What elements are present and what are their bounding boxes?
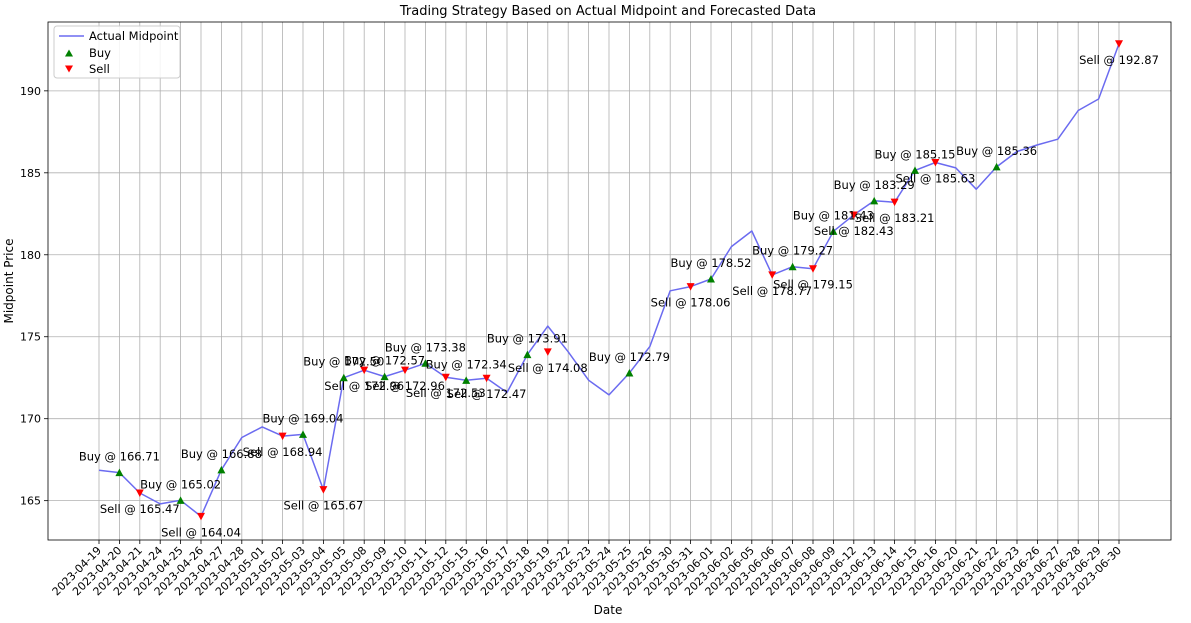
buy-label: Buy @ 178.52 [670,256,751,270]
sell-marker [319,486,328,494]
buy-marker [992,162,1001,171]
buy-marker [788,262,797,271]
plot-frame [47,21,1172,541]
sell-label: Sell @ 165.67 [283,499,363,513]
buy-label: Buy @ 172.34 [426,357,507,371]
buy-label: Buy @ 173.38 [385,340,466,354]
buy-label: Buy @ 185.15 [874,147,955,161]
buy-label: Buy @ 172.50 [303,355,384,369]
sell-marker [360,366,369,375]
buy-marker [115,468,124,477]
sell-marker [543,348,552,356]
buy-marker [462,376,471,384]
sell-marker [686,283,695,291]
buy-label: Buy @ 185.36 [956,144,1037,158]
buy-marker [176,496,185,504]
sell-marker [482,374,491,383]
legend-box [53,25,181,79]
sell-label: Sell @ 164.04 [161,525,241,539]
buy-label: Buy @ 181.43 [793,208,874,222]
buy-marker [523,350,532,359]
buy-marker [625,368,634,377]
legend: Actual Midpoint Buy Sell [53,25,181,79]
legend-label-sell: Sell [89,62,110,76]
x-axis-label: Date [594,603,623,617]
sell-label: Sell @ 172.53 [406,386,486,400]
buy-label: Buy @ 183.29 [834,178,915,192]
legend-label-buy: Buy [89,46,111,60]
sell-marker [1115,40,1123,48]
buy-label: Buy @ 165.02 [140,477,221,491]
buy-marker [829,227,838,235]
sell-label: Sell @ 178.06 [651,296,731,310]
sell-label: Sell @ 178.77 [732,284,812,298]
chart-title: Trading Strategy Based on Actual Midpoin… [399,4,816,19]
x-axis: 2023-04-192023-04-202023-04-212023-04-24… [50,540,1124,598]
buy-marker [421,359,430,367]
sell-marker [931,158,940,167]
buy-marker [707,275,715,283]
grid [48,22,1171,540]
sell-label: Sell @ 168.94 [243,445,323,459]
series-line-actual-midpoint [98,43,1120,518]
y-tick-label: 180 [20,249,41,262]
buy-label: Buy @ 169.04 [262,411,343,425]
sell-marker [768,271,777,279]
legend-buy-marker [65,49,73,57]
sell-label: Sell @ 185.63 [895,171,975,185]
buy-marker [380,372,389,381]
y-tick-label: 165 [20,495,41,508]
sell-marker [278,432,287,441]
series-layer [98,40,1123,521]
y-tick-label: 190 [20,85,41,98]
buy-label: Buy @ 173.91 [487,332,568,346]
sell-marker [849,211,858,219]
sell-label: Sell @ 172.96 [365,379,445,393]
buy-marker [339,373,348,382]
legend-sell-marker [65,65,73,73]
y-axis-label: Midpoint Price [2,239,16,324]
sell-label: Sell @ 182.43 [814,224,894,238]
sell-marker [135,489,144,497]
sell-marker [441,373,450,382]
y-tick-label: 170 [20,413,41,426]
sell-label: Sell @ 192.87 [1079,53,1159,67]
buy-label: Buy @ 172.57 [344,354,425,368]
sell-marker [401,366,409,375]
y-tick-label: 185 [20,167,41,180]
sell-label: Sell @ 172.47 [447,387,527,401]
annotation-layer: Buy @ 166.71 Buy @ 165.02 Buy @ 166.88 Buy … [79,53,1159,540]
y-axis: 165 170 175 180 185 190 [20,85,48,508]
buy-marker [299,430,307,438]
sell-label: Sell @ 174.08 [508,361,588,375]
sell-label: Sell @ 179.15 [773,278,853,292]
sell-marker [809,265,817,273]
buy-marker [870,196,879,205]
buy-label: Buy @ 172.79 [589,350,670,364]
sell-label: Sell @ 165.47 [100,502,180,516]
legend-label-actual: Actual Midpoint [89,29,179,43]
sell-marker [197,512,205,521]
buy-label: Buy @ 166.71 [79,450,160,464]
sell-label: Sell @ 172.96 [324,379,404,393]
sell-label: Sell @ 183.21 [855,211,935,225]
buy-marker [217,465,226,474]
buy-label: Buy @ 179.27 [752,244,833,258]
buy-marker [911,166,919,174]
sell-marker [890,198,899,207]
y-tick-label: 175 [20,331,41,344]
buy-label: Buy @ 166.88 [181,447,262,461]
